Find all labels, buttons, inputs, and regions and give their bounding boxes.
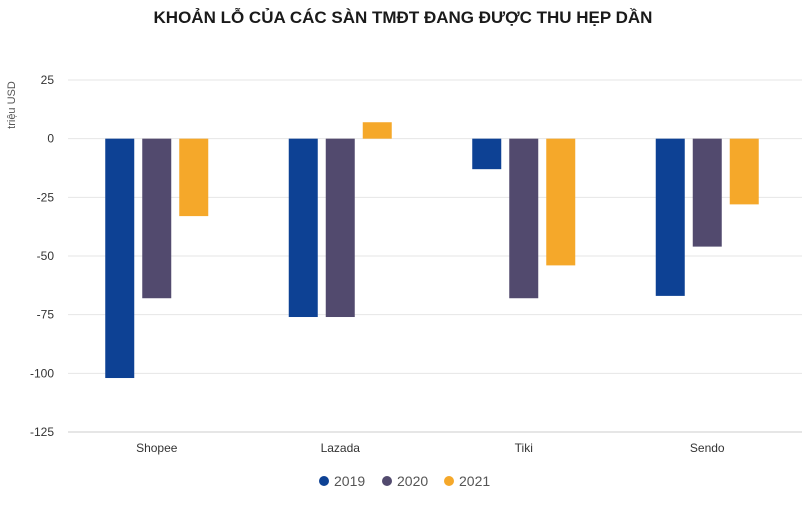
y-tick-label: 0	[47, 132, 54, 146]
chart-title: KHOẢN LỖ CỦA CÁC SÀN TMĐT ĐANG ĐƯỢC THU …	[154, 8, 653, 27]
bar-lazada-2020[interactable]	[325, 138, 355, 318]
grid-lines	[68, 79, 802, 433]
legend-item-2019[interactable]: 2019	[319, 473, 365, 489]
y-tick-label: -100	[30, 366, 54, 380]
bar-sendo-2019[interactable]	[655, 138, 685, 296]
bar-tiki-2019[interactable]	[472, 138, 502, 170]
y-tick-label: -50	[37, 249, 55, 263]
y-tick-label: 25	[41, 73, 55, 87]
legend[interactable]: 2019 2020 2021	[319, 473, 490, 489]
bar-sendo-2021[interactable]	[729, 138, 759, 205]
legend-item-2020[interactable]: 2020	[382, 473, 428, 489]
bar-tiki-2020[interactable]	[509, 138, 539, 299]
y-tick-label: -75	[37, 308, 55, 322]
category-label-tiki: Tiki	[515, 441, 533, 455]
y-tick-label: -125	[30, 425, 54, 439]
category-labels: Shopee Lazada Tiki Sendo	[136, 441, 725, 455]
legend-label: 2021	[459, 473, 490, 489]
bar-shopee-2019[interactable]	[105, 138, 135, 379]
bar-tiki-2021[interactable]	[546, 138, 576, 266]
bar-sendo-2020[interactable]	[692, 138, 722, 247]
bar-shopee-2021[interactable]	[179, 138, 209, 217]
y-tick-label: -25	[37, 190, 55, 204]
legend-item-2021[interactable]: 2021	[444, 473, 490, 489]
y-axis-label: triệu USD	[6, 81, 18, 129]
bar-shopee-2020[interactable]	[142, 138, 172, 299]
bar-lazada-2019[interactable]	[288, 138, 318, 318]
legend-swatch	[444, 476, 454, 486]
legend-swatch	[319, 476, 329, 486]
category-label-lazada: Lazada	[321, 441, 361, 455]
legend-swatch	[382, 476, 392, 486]
legend-label: 2019	[334, 473, 365, 489]
category-label-sendo: Sendo	[690, 441, 725, 455]
bar-lazada-2021[interactable]	[362, 122, 392, 139]
y-tick-labels: 25 0 -25 -50 -75 -100 -125	[30, 73, 54, 439]
legend-label: 2020	[397, 473, 428, 489]
category-label-shopee: Shopee	[136, 441, 178, 455]
bars	[105, 122, 759, 379]
